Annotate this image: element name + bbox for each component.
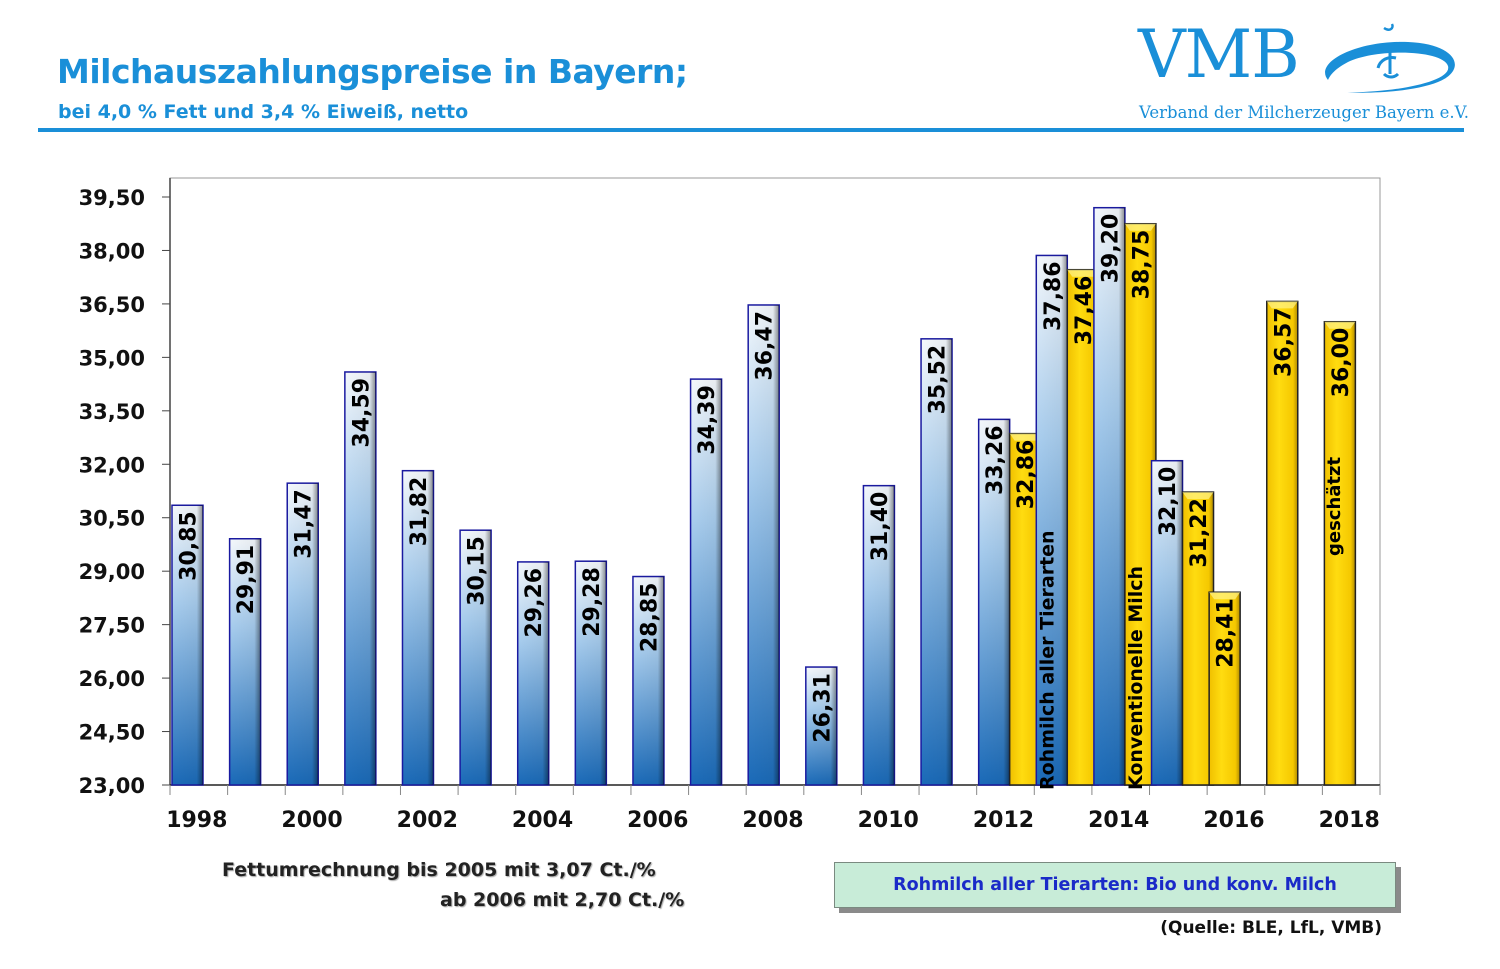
- bar-value-label: 32,86: [1014, 440, 1039, 510]
- y-tick-label: 30,50: [79, 507, 145, 531]
- bar-value-label: 36,00: [1329, 328, 1354, 398]
- bar-value-label: 28,41: [1214, 598, 1239, 668]
- bar-value-label: 33,26: [983, 425, 1008, 495]
- x-tick-label: 1998: [166, 808, 227, 833]
- legend-text: Rohmilch aller Tierarten: Bio und konv. …: [893, 875, 1337, 895]
- y-tick-label: 39,50: [79, 186, 145, 210]
- bar-annotation: Rohmilch aller Tierarten: [1036, 530, 1058, 790]
- bar-konventionell-bevel: [1324, 321, 1356, 329]
- y-tick-label: 36,50: [79, 293, 145, 317]
- legend-box: Rohmilch aller Tierarten: Bio und konv. …: [834, 862, 1396, 908]
- y-tick-label: 35,00: [79, 346, 145, 370]
- bar-value-label: 34,59: [349, 378, 374, 448]
- bar-konventionell-bevel: [1266, 301, 1298, 309]
- logo-wordmark: VMB: [1138, 16, 1300, 93]
- bar-rohmilch-shade: [690, 379, 722, 785]
- x-tick-label: 2012: [973, 808, 1034, 833]
- bar-value-label: 32,10: [1156, 467, 1181, 537]
- bar-value-label: 30,85: [177, 511, 202, 581]
- bar-annotation: geschätzt: [1324, 456, 1345, 556]
- y-tick-label: 27,50: [79, 614, 145, 638]
- x-tick-label: 2008: [742, 808, 803, 833]
- bar-konventionell-bevel: [1124, 223, 1156, 231]
- bar-value-label: 36,57: [1271, 307, 1296, 377]
- y-tick-label: 26,00: [79, 667, 145, 691]
- x-tick-label: 2000: [281, 808, 342, 833]
- fat-conversion-note-1: Fettumrechnung bis 2005 mit 3,07 Ct./%: [222, 859, 656, 881]
- bar-rohmilch-shade: [632, 576, 664, 785]
- bar-rohmilch-shade: [460, 530, 492, 785]
- fat-conversion-note-2: ab 2006 mit 2,70 Ct./%: [440, 889, 685, 911]
- bar-rohmilch-shade: [1151, 460, 1183, 785]
- bar-rohmilch-shade: [402, 470, 434, 785]
- bar-rohmilch-shade: [921, 338, 953, 785]
- y-tick-label: 29,00: [79, 560, 145, 584]
- bar-value-label: 31,22: [1187, 498, 1212, 568]
- bar-konventionell-bevel: [1209, 592, 1241, 600]
- bar-value-label: 29,26: [522, 568, 547, 638]
- bar-konventionell-bevel: [1067, 269, 1099, 277]
- bar-value-label: 38,75: [1129, 230, 1154, 300]
- bar-value-label: 36,47: [753, 311, 778, 381]
- bar-konventionell-bevel: [1182, 492, 1214, 500]
- bar-rohmilch-shade: [1036, 255, 1068, 786]
- bar-value-label: 28,85: [637, 583, 662, 653]
- bar-value-label: 34,39: [695, 385, 720, 455]
- x-tick-label: 2006: [627, 808, 688, 833]
- bar-rohmilch-shade: [978, 419, 1010, 785]
- bar-value-label: 37,46: [1072, 276, 1097, 346]
- y-tick-label: 23,00: [79, 774, 145, 798]
- logo-tagline: Verband der Milcherzeuger Bayern e.V.: [1139, 103, 1469, 122]
- bar-konventionell: [1066, 268, 1100, 786]
- bar-value-label: 39,20: [1098, 214, 1123, 284]
- bar-value-label: 29,28: [580, 567, 605, 637]
- bar-rohmilch-shade: [1093, 207, 1125, 785]
- bar-konventionell: [1266, 300, 1299, 786]
- header-divider: [38, 128, 1464, 132]
- bar-value-label: 30,15: [465, 536, 490, 606]
- bar-annotation: Konventionelle Milch: [1125, 566, 1147, 790]
- bar-value-label: 31,47: [292, 489, 317, 559]
- page-title: Milchauszahlungspreise in Bayern;: [57, 52, 688, 91]
- bar-rohmilch-shade: [748, 304, 780, 785]
- bar-value-label: 31,82: [407, 477, 432, 547]
- bar-value-label: 35,52: [926, 345, 951, 415]
- bar-rohmilch-shade: [575, 561, 607, 785]
- bar-value-label: 37,86: [1041, 261, 1066, 331]
- x-tick-label: 2002: [397, 808, 458, 833]
- bar-rohmilch-shade: [172, 505, 203, 785]
- source-note: (Quelle: BLE, LfL, VMB): [1160, 918, 1382, 938]
- x-tick-label: 2004: [512, 808, 573, 833]
- y-tick-label: 32,00: [79, 453, 145, 477]
- x-tick-label: 2018: [1319, 808, 1380, 833]
- y-tick-label: 38,00: [79, 239, 145, 263]
- bar-konventionell-bevel: [1009, 433, 1041, 441]
- x-tick-label: 2010: [858, 808, 919, 833]
- x-tick-label: 2016: [1203, 808, 1264, 833]
- bar-rohmilch-shade: [344, 371, 376, 785]
- bar-rohmilch-shade: [863, 485, 895, 785]
- bar-value-label: 31,40: [868, 492, 893, 562]
- page-subtitle: bei 4,0 % Fett und 3,4 % Eiweiß, netto: [58, 101, 469, 123]
- bar-rohmilch-shade: [229, 538, 261, 785]
- bar-value-label: 26,31: [810, 673, 835, 743]
- bar-value-label: 29,91: [234, 545, 259, 615]
- bar-konventionell: [1124, 222, 1157, 786]
- bar-rohmilch-shade: [805, 667, 837, 785]
- bar-rohmilch-shade: [517, 561, 549, 785]
- bar-konventionell: [1181, 491, 1215, 786]
- bar-rohmilch-shade: [287, 483, 319, 785]
- milk-drop-swirl-icon: [1325, 23, 1455, 93]
- y-tick-label: 24,50: [79, 721, 145, 745]
- y-tick-label: 33,50: [79, 400, 145, 424]
- x-tick-label: 2014: [1088, 808, 1149, 833]
